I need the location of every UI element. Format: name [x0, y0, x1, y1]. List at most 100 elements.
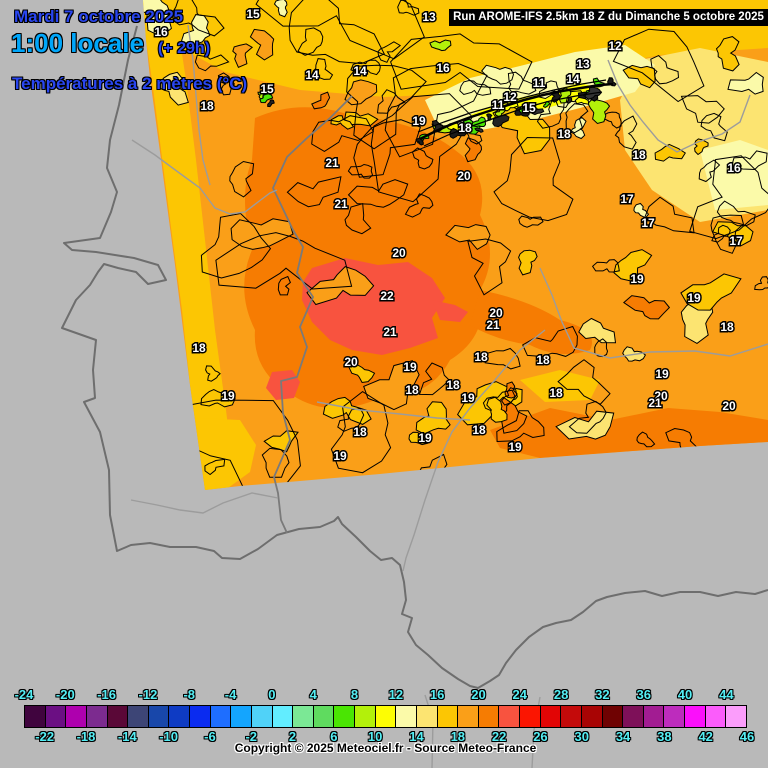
temp-label: 19 [412, 114, 426, 128]
scale-tick-label: 32 [595, 687, 610, 702]
contour-blob [370, 93, 473, 203]
contour-blob [143, 0, 172, 38]
scale-tick-label: -8 [183, 687, 196, 702]
scale-tick-label: 46 [739, 729, 755, 744]
contour-blob [277, 275, 292, 296]
scale-cell [520, 706, 541, 727]
contour-blob [347, 179, 409, 208]
contour-blob [754, 276, 768, 291]
contour-blob [267, 99, 275, 108]
contour-blob [330, 390, 392, 474]
temp-label: 19 [687, 291, 701, 305]
contour-blob [348, 362, 376, 384]
temp-label: 19 [508, 440, 522, 454]
temp-label: 20 [457, 169, 471, 183]
contour-blob [633, 202, 650, 219]
contour-blob [612, 28, 705, 103]
contour-blob [350, 59, 381, 76]
local-time-label: 1:00 locale [11, 28, 144, 58]
region-border [607, 59, 751, 153]
contour-blob [390, 33, 533, 90]
temp-label: 18 [200, 99, 214, 113]
scale-tick-label: 42 [698, 729, 713, 744]
contour-blob [568, 400, 607, 434]
temp-label: 13 [576, 57, 590, 71]
contour-blob [555, 410, 615, 440]
contour-blob [496, 410, 545, 443]
scale-tick-label: -20 [55, 687, 75, 702]
scale-cell [148, 706, 170, 727]
temp-label: 18 [474, 350, 488, 364]
temp-label: 19 [630, 272, 644, 286]
contour-blob [353, 119, 422, 178]
contour-blob [587, 99, 611, 125]
temp-label: 18 [192, 341, 206, 355]
contour-blob [217, 72, 236, 96]
contour-blob [565, 103, 589, 134]
temp-label: 21 [383, 325, 397, 339]
contour-blob [689, 155, 768, 240]
temp-label: 18 [458, 121, 472, 135]
scale-cell [726, 706, 746, 727]
temp-label: 21 [486, 318, 500, 332]
scale-tick-label: 34 [615, 729, 631, 744]
temp-label: 18 [549, 386, 563, 400]
contour-blob [636, 431, 656, 448]
contour-blob [344, 111, 379, 127]
temp-label: 19 [655, 367, 669, 381]
region-border [187, 24, 211, 186]
temp-label: 19 [403, 360, 417, 374]
contour-blob [429, 39, 452, 52]
contour-blob [518, 249, 538, 276]
temp-label: 18 [472, 423, 486, 437]
scale-tick-label: 24 [512, 687, 527, 702]
mountain-ridge-contours [417, 79, 614, 147]
region-border [131, 139, 278, 215]
temp-label: 18 [536, 353, 550, 367]
scale-tick-label: 2 [288, 729, 297, 744]
contour-blob [613, 249, 653, 282]
scale-tick-label: 30 [574, 729, 589, 744]
scale-tick-label: 16 [429, 687, 445, 702]
scale-cell [25, 706, 46, 727]
river [402, 329, 546, 572]
contour-blob [459, 79, 492, 96]
contour-blob [205, 365, 221, 382]
scale-cell [45, 706, 67, 727]
temp-label: 16 [436, 61, 450, 75]
temp-label: 17 [729, 234, 743, 248]
contour-blob [500, 387, 518, 406]
contour-blob [486, 113, 493, 121]
scale-cell [210, 706, 232, 727]
contour-blob [363, 360, 420, 411]
scale-tick-label: 28 [553, 687, 569, 702]
scale-cell [190, 706, 211, 727]
temp-label: 20 [392, 246, 406, 260]
contour-blob [261, 447, 290, 478]
contour-blob [344, 202, 372, 235]
contour-blob [322, 396, 372, 425]
scale-tick-label: 6 [330, 729, 338, 744]
contour-blob [384, 62, 488, 158]
region-border [316, 401, 471, 421]
temp-label: 14 [305, 68, 319, 82]
contour-blob [711, 224, 731, 243]
temp-label: 14 [353, 64, 367, 78]
contour-blob [411, 147, 434, 170]
scale-cell [107, 706, 129, 727]
scale-cell [66, 706, 87, 727]
temp-label: 18 [632, 148, 646, 162]
contour-blob [643, 196, 695, 234]
contour-blob [404, 193, 434, 218]
model-run-banner: Run AROME-IFS 2.5km 18 Z du Dimanche 5 o… [449, 9, 768, 26]
forecast-offset-label: (+ 29h) [158, 40, 211, 57]
temp-label: 15 [246, 7, 260, 21]
contour-blob [408, 431, 429, 446]
contour-blob [257, 91, 265, 100]
temperature-field [143, 0, 768, 490]
contour-blob [680, 95, 725, 124]
contour-blob [622, 64, 656, 89]
contour-blob [337, 407, 365, 432]
